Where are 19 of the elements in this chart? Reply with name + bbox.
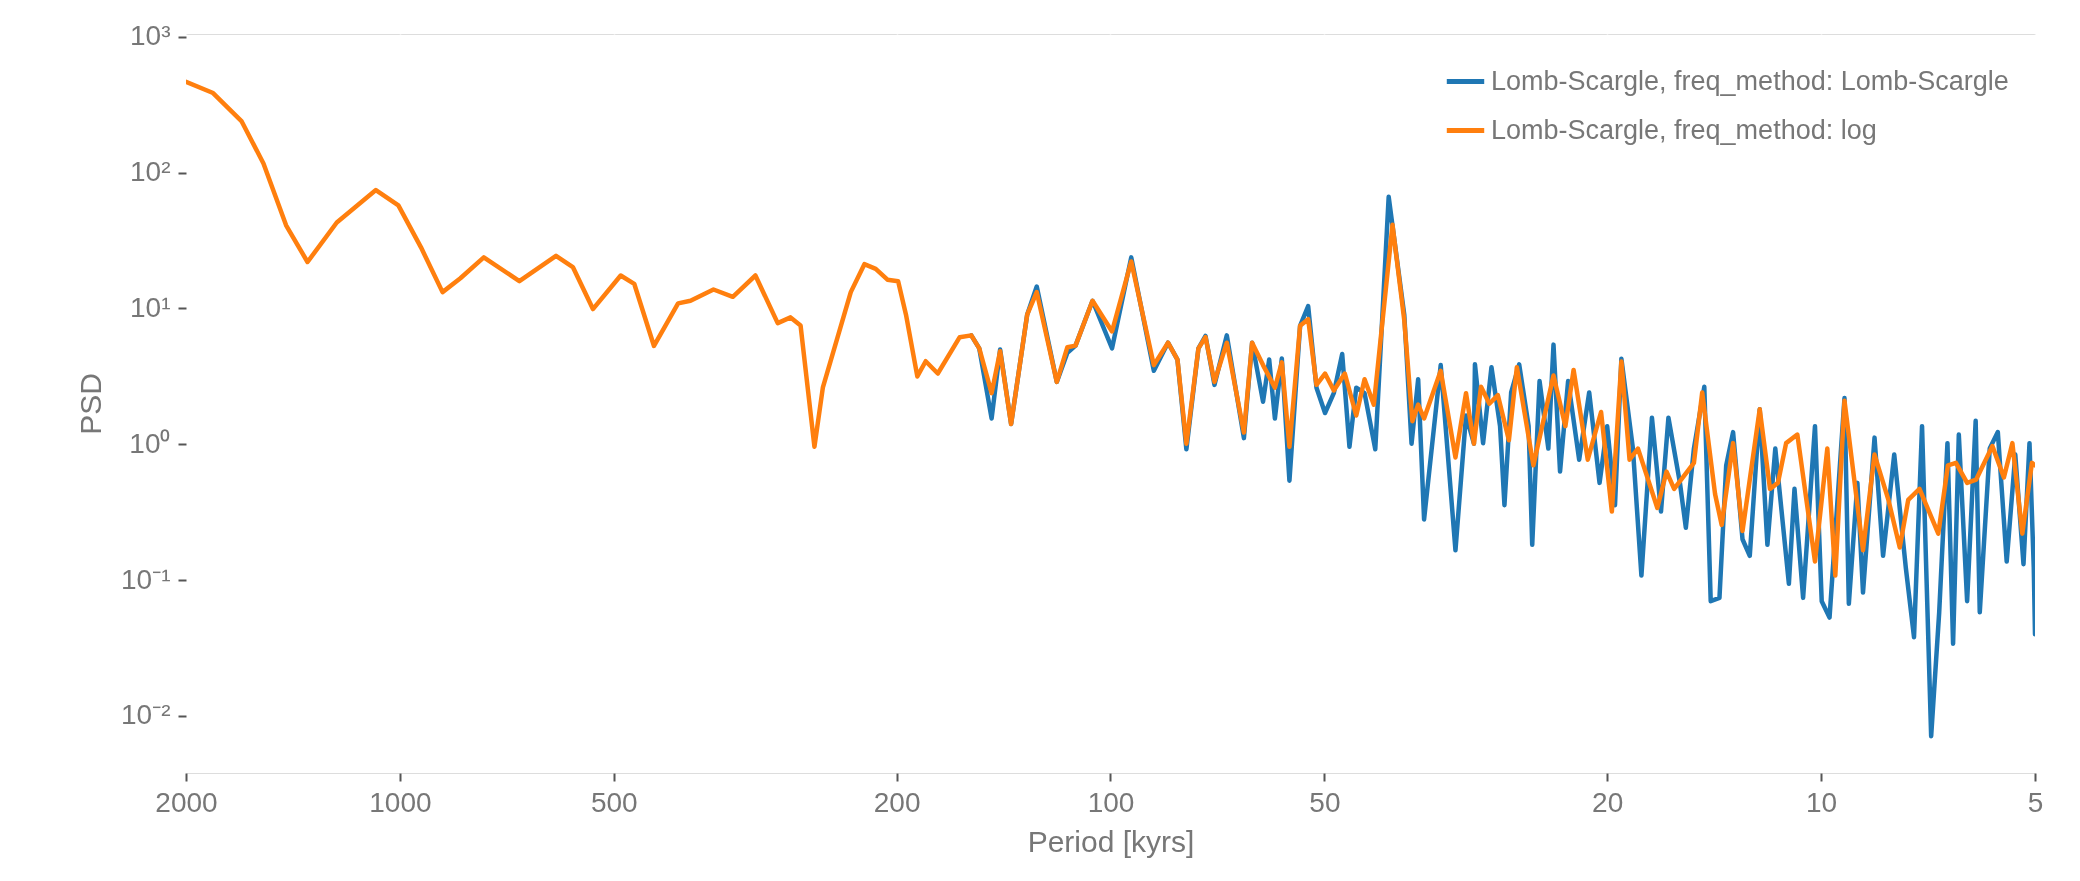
y-tick-label: 10² <box>130 156 171 188</box>
x-tick-label: 5 <box>2027 786 2044 818</box>
y-tick-label: 10³ <box>130 20 171 52</box>
y-axis-title: PSD <box>74 373 108 435</box>
x-axis-title: Period [kyrs] <box>1027 824 1195 858</box>
y-tick-label: 10⁻² <box>121 699 171 731</box>
legend-label: Lomb-Scargle, freq_method: Lomb-Scargle <box>1491 65 2009 96</box>
y-tick-label: 10⁻¹ <box>121 563 171 595</box>
x-tick-label: 500 <box>590 786 638 818</box>
x-tick-label: 1000 <box>369 786 432 818</box>
y-tick-label: 10¹ <box>130 292 171 323</box>
legend-label: Lomb-Scargle, freq_method: log <box>1491 114 1877 145</box>
x-tick-label: 200 <box>873 786 921 818</box>
x-tick-label: 2000 <box>155 786 218 818</box>
y-tick-label: 10⁰ <box>129 427 171 459</box>
x-tick-label: 20 <box>1592 786 1624 818</box>
x-tick-label: 100 <box>1087 786 1135 818</box>
x-tick-label: 10 <box>1806 786 1838 818</box>
x-tick-label: 50 <box>1309 786 1341 818</box>
